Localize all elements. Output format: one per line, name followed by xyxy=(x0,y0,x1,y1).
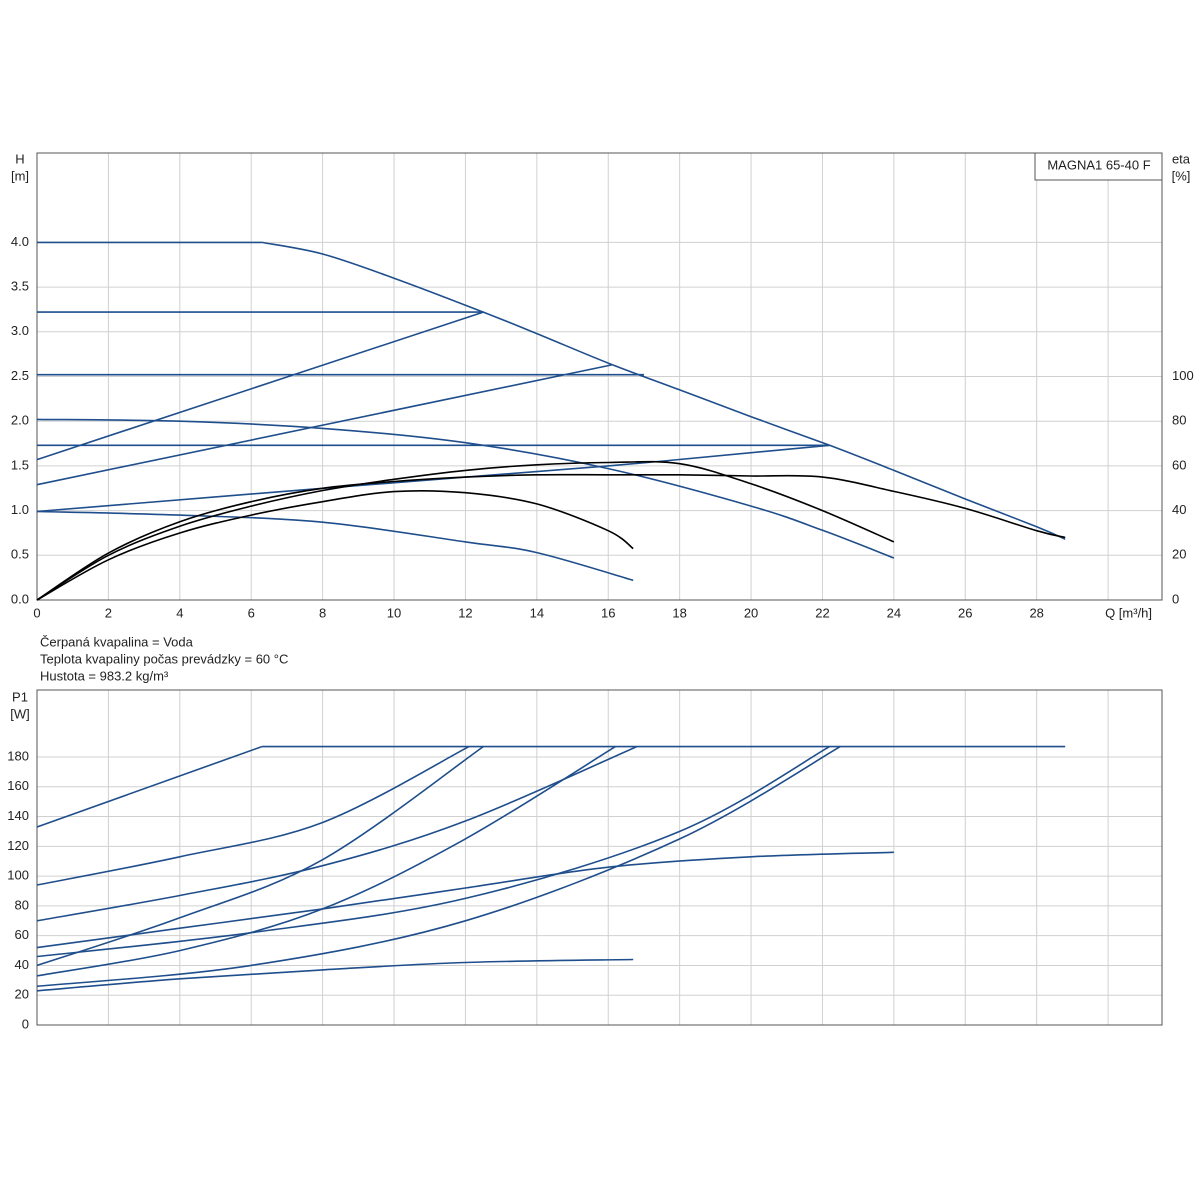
plot-frame xyxy=(36,152,1163,601)
y-tick-label: 0.0 xyxy=(11,591,29,606)
annotation: Teplota kvapaliny počas prevádzky = 60 °… xyxy=(40,651,288,666)
y2-tick-label: 0 xyxy=(1172,591,1179,606)
curve xyxy=(36,473,1066,601)
y-axis-unit: [m] xyxy=(11,168,29,183)
y2-tick-label: 60 xyxy=(1172,457,1186,472)
curve xyxy=(36,510,634,582)
model-label: MAGNA1 65-40 F xyxy=(1047,157,1150,172)
y-axis-unit: [W] xyxy=(10,706,30,721)
annotation: Čerpaná kvapalina = Voda xyxy=(40,634,194,649)
curve xyxy=(36,958,634,992)
curve xyxy=(36,745,484,967)
y2-tick-label: 20 xyxy=(1172,547,1186,562)
x-tick-label: 18 xyxy=(672,605,686,620)
model-label-box xyxy=(1034,152,1163,181)
curve xyxy=(36,745,841,988)
x-tick-label: 24 xyxy=(887,605,901,620)
y-tick-label: 1.5 xyxy=(11,457,29,472)
x-tick-label: 20 xyxy=(744,605,758,620)
y-tick-label: 140 xyxy=(7,808,29,823)
y-tick-label: 20 xyxy=(15,987,29,1002)
y-tick-label: 180 xyxy=(7,748,29,763)
plot-frame xyxy=(36,689,1163,1026)
y-tick-label: 4.0 xyxy=(11,234,29,249)
x-tick-label: 4 xyxy=(176,605,183,620)
y-axis-label: P1 xyxy=(12,689,28,704)
y-axis-label: H xyxy=(15,151,24,166)
y-tick-label: 3.5 xyxy=(11,279,29,294)
x-tick-label: 14 xyxy=(530,605,544,620)
y-tick-label: 3.0 xyxy=(11,323,29,338)
y-tick-label: 100 xyxy=(7,868,29,883)
curve xyxy=(36,745,638,922)
curve xyxy=(36,851,894,949)
annotation: Hustota = 983.2 kg/m³ xyxy=(40,668,169,683)
x-tick-label: 28 xyxy=(1029,605,1043,620)
x-tick-label: 0 xyxy=(33,605,40,620)
curve xyxy=(36,460,895,601)
x-tick-label: 16 xyxy=(601,605,615,620)
y-tick-label: 120 xyxy=(7,838,29,853)
y-tick-label: 2.0 xyxy=(11,413,29,428)
x-tick-label: 6 xyxy=(248,605,255,620)
curve xyxy=(36,311,484,461)
y-tick-label: 60 xyxy=(15,927,29,942)
y-tick-label: 0 xyxy=(22,1016,29,1031)
y2-axis-unit: [%] xyxy=(1172,168,1191,183)
curve xyxy=(36,418,895,559)
x-tick-label: 26 xyxy=(958,605,972,620)
curve xyxy=(261,241,1066,540)
y2-tick-label: 100 xyxy=(1172,368,1194,383)
x-axis-label: Q [m³/h] xyxy=(1105,605,1152,620)
y2-axis-label: eta xyxy=(1172,151,1191,166)
y-tick-label: 2.5 xyxy=(11,368,29,383)
y2-tick-label: 80 xyxy=(1172,413,1186,428)
x-tick-label: 2 xyxy=(105,605,112,620)
curve xyxy=(36,745,470,886)
x-tick-label: 12 xyxy=(458,605,472,620)
x-tick-label: 10 xyxy=(387,605,401,620)
curve xyxy=(36,745,263,828)
curve xyxy=(36,745,830,958)
y2-tick-label: 40 xyxy=(1172,502,1186,517)
y-tick-label: 80 xyxy=(15,897,29,912)
curve xyxy=(36,489,634,601)
x-tick-label: 22 xyxy=(815,605,829,620)
y-tick-label: 1.0 xyxy=(11,502,29,517)
y-tick-label: 40 xyxy=(15,957,29,972)
curve xyxy=(36,364,612,486)
x-tick-label: 8 xyxy=(319,605,326,620)
y-tick-label: 160 xyxy=(7,778,29,793)
y-tick-label: 0.5 xyxy=(11,547,29,562)
